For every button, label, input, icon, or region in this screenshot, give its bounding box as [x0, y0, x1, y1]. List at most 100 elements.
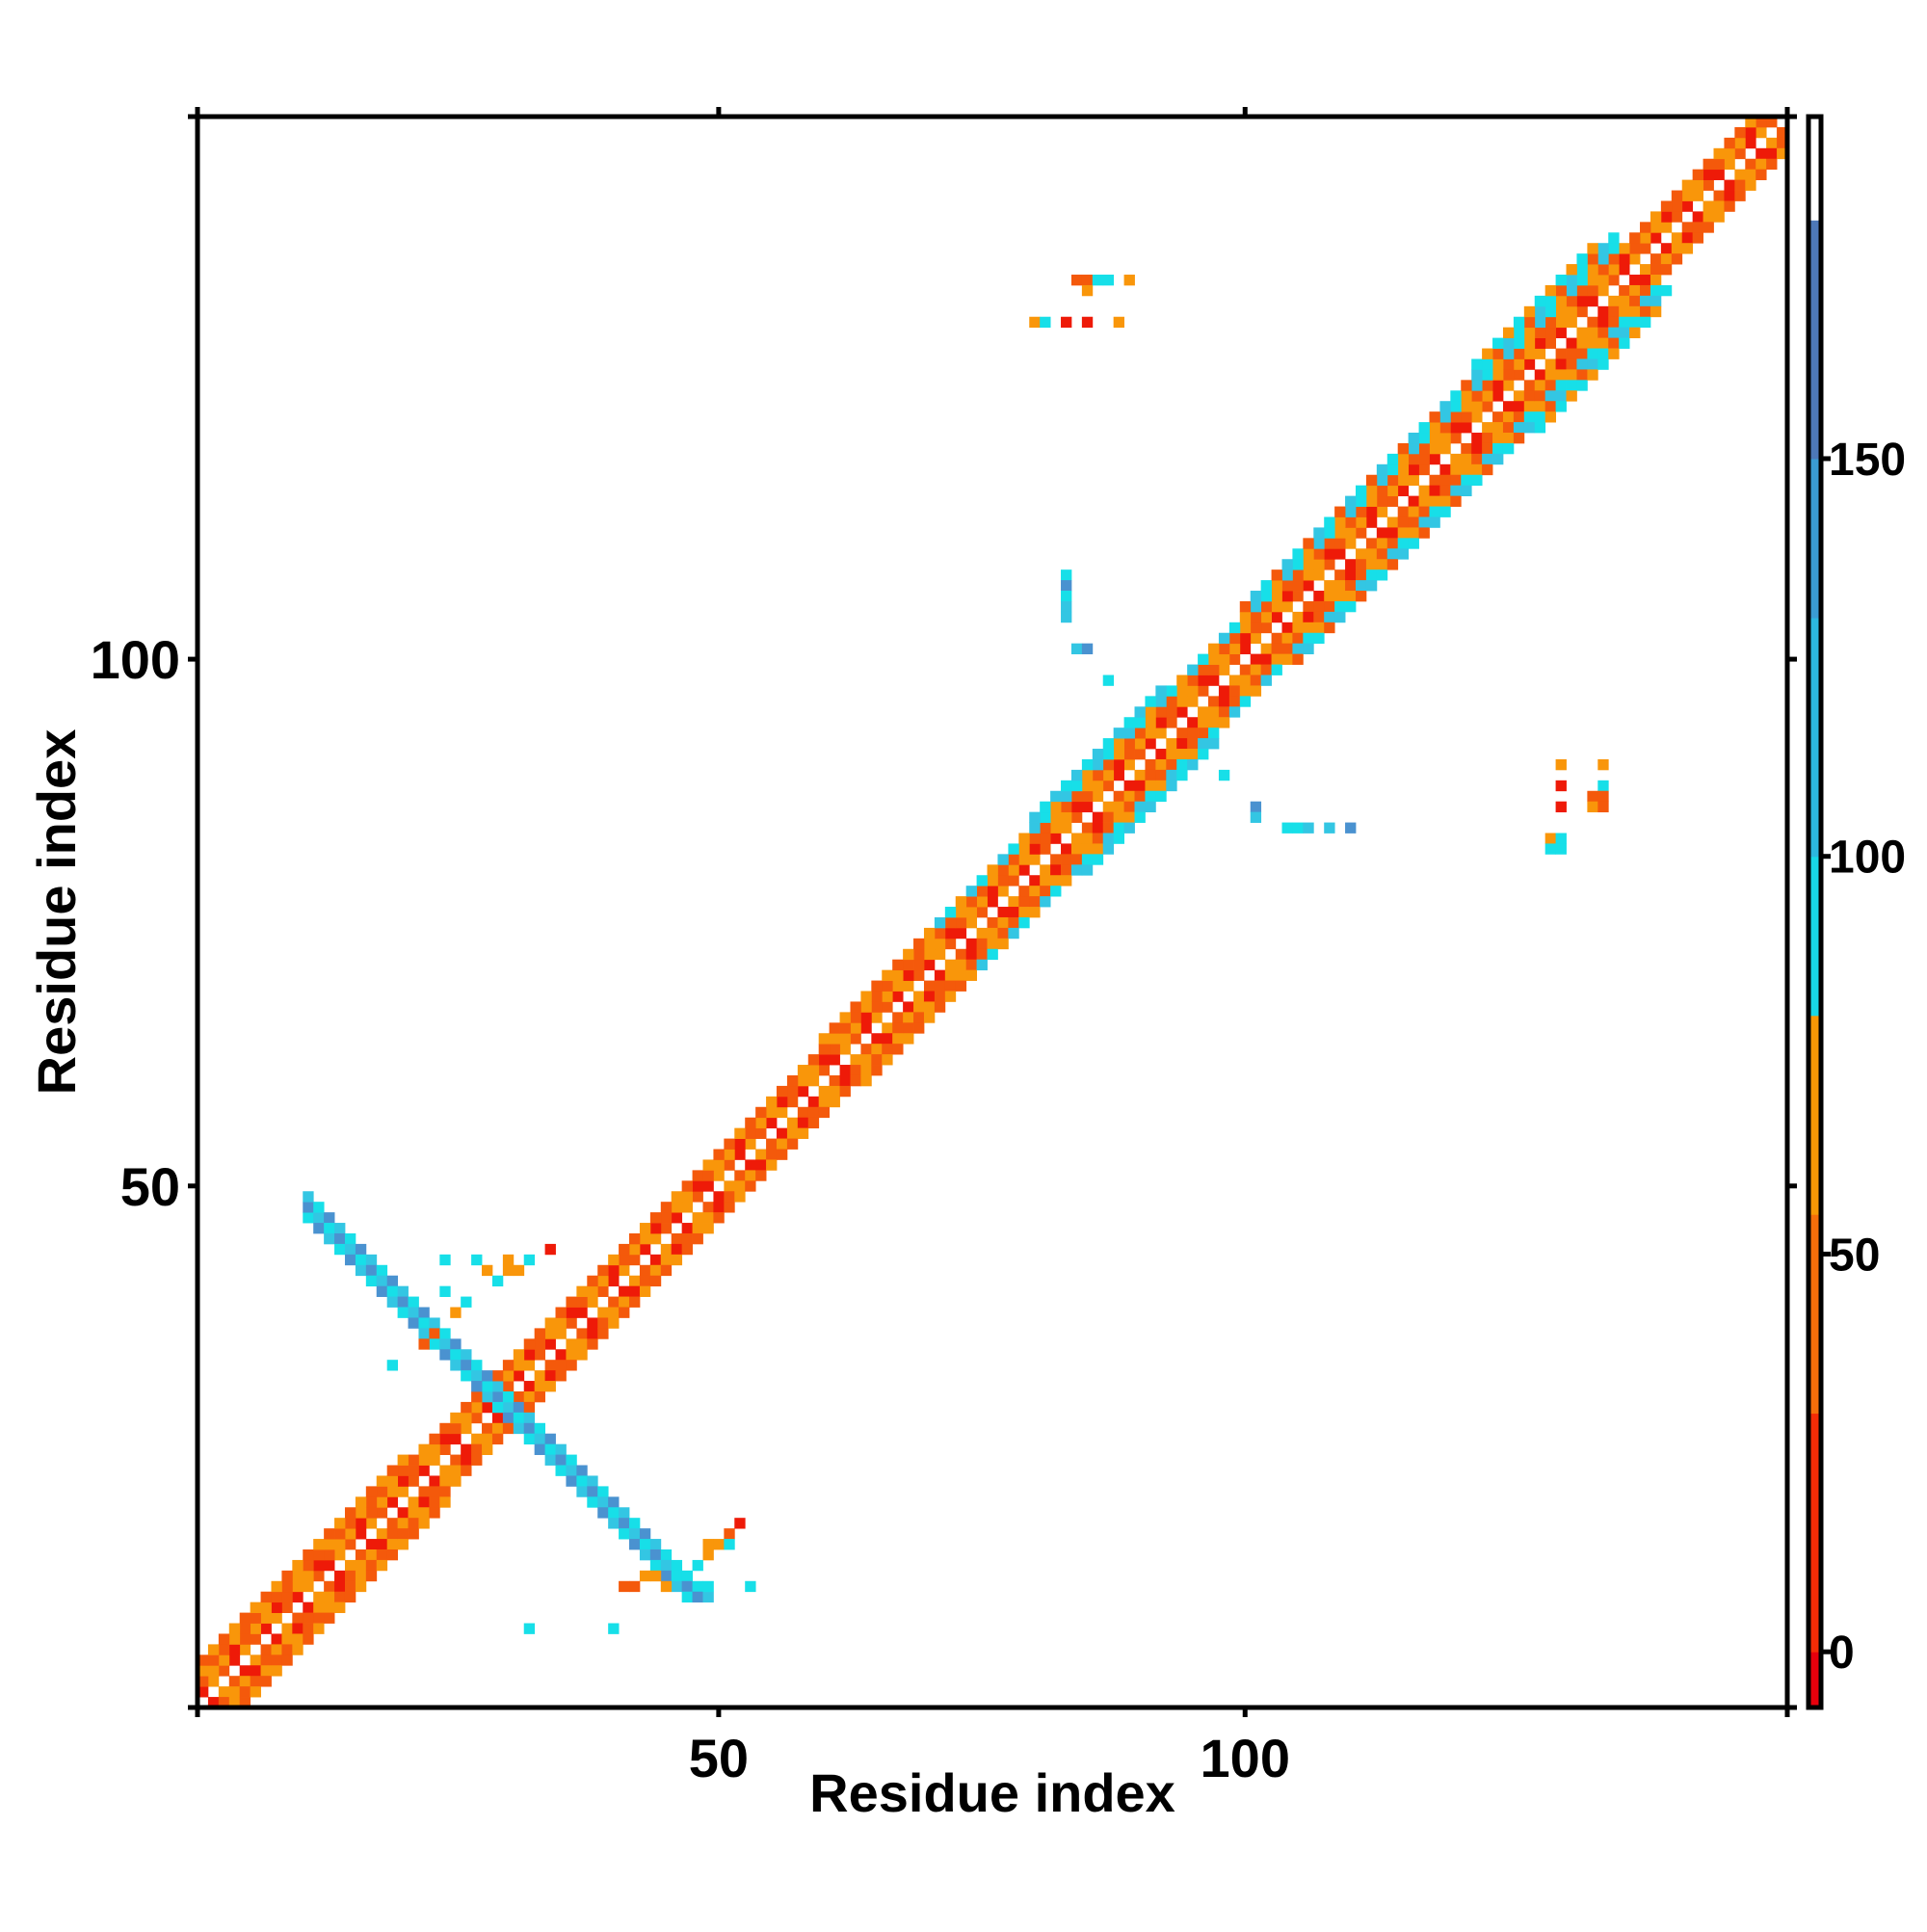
heatmap-cell — [1228, 622, 1241, 634]
heatmap-cell — [839, 1022, 851, 1034]
heatmap-cell — [965, 886, 978, 897]
heatmap-cell — [1313, 538, 1325, 549]
heatmap-cell — [629, 1580, 641, 1593]
heatmap-cell — [523, 1360, 536, 1371]
heatmap-cell — [839, 1044, 851, 1055]
heatmap-cell — [997, 875, 1009, 887]
heatmap-cell — [587, 1275, 598, 1287]
heatmap-cell — [660, 1570, 673, 1582]
heatmap-cell — [1250, 591, 1262, 602]
heatmap-cell — [1040, 843, 1051, 855]
heatmap-cell — [450, 1360, 462, 1371]
heatmap-cell — [1513, 401, 1525, 412]
heatmap-cell — [1397, 463, 1410, 476]
heatmap-cell — [1260, 580, 1272, 592]
heatmap-cell — [1228, 685, 1241, 697]
heatmap-cell — [376, 1548, 388, 1561]
heatmap-cell — [1502, 422, 1515, 434]
heatmap-cell — [1734, 137, 1746, 149]
heatmap-cell — [1724, 158, 1735, 171]
heatmap-cell — [1492, 433, 1504, 444]
heatmap-cell — [439, 1433, 451, 1445]
heatmap-cell — [1587, 264, 1598, 276]
heatmap-cell — [502, 1422, 515, 1435]
heatmap-cell — [1070, 780, 1083, 792]
heatmap-cell — [1092, 758, 1104, 771]
heatmap-cell — [1365, 516, 1378, 528]
heatmap-cell — [1313, 527, 1325, 539]
heatmap-cell — [660, 1254, 673, 1266]
heatmap-cell — [1313, 591, 1325, 602]
heatmap-cell — [681, 1232, 693, 1245]
heatmap-cell — [818, 1106, 831, 1119]
heatmap-cell — [1145, 780, 1156, 792]
heatmap-cell — [1629, 295, 1641, 307]
heatmap-cell — [544, 1381, 556, 1392]
heatmap-cell — [786, 1138, 799, 1150]
heatmap-cell — [955, 959, 967, 971]
heatmap-cell — [1292, 548, 1304, 560]
heatmap-cell — [1597, 316, 1609, 329]
heatmap-cell — [461, 1454, 472, 1466]
heatmap-cell — [1113, 811, 1124, 823]
heatmap-cell — [576, 1338, 588, 1350]
heatmap-cell — [1544, 284, 1557, 297]
heatmap-cell — [734, 1518, 746, 1529]
heatmap-cell — [576, 1328, 588, 1339]
heatmap-cell — [1198, 706, 1209, 718]
heatmap-cell — [1587, 348, 1598, 359]
heatmap-cell — [608, 1254, 620, 1266]
heatmap-cell — [797, 1065, 809, 1076]
heatmap-cell — [439, 1475, 451, 1487]
heatmap-cell — [1523, 390, 1536, 402]
heatmap-cell — [1155, 769, 1167, 781]
heatmap-cell — [745, 1580, 756, 1593]
heatmap-cell — [534, 1381, 545, 1392]
heatmap-cell — [702, 1212, 714, 1224]
heatmap-cell — [566, 1465, 577, 1476]
colorbar-band — [1808, 1652, 1821, 1708]
heatmap-cell — [292, 1580, 304, 1593]
heatmap-cell — [450, 1307, 462, 1318]
heatmap-cell — [555, 1328, 567, 1339]
heatmap-cell — [1523, 337, 1536, 349]
heatmap-cell — [629, 1285, 641, 1297]
heatmap-cell — [1566, 348, 1577, 359]
heatmap-cell — [250, 1654, 261, 1666]
heatmap-cell — [1092, 275, 1104, 286]
heatmap-cell — [1681, 222, 1694, 233]
heatmap-cell — [934, 938, 946, 950]
heatmap-cell — [1502, 380, 1515, 391]
heatmap-cell — [1660, 222, 1673, 233]
heatmap-cell — [271, 1612, 282, 1624]
heatmap-cell — [429, 1475, 440, 1487]
heatmap-cell — [281, 1654, 293, 1666]
heatmap-cell — [1355, 580, 1367, 592]
heatmap-cell — [313, 1591, 325, 1603]
heatmap-cell — [471, 1370, 483, 1382]
heatmap-cell — [397, 1486, 409, 1497]
heatmap-cell — [303, 1191, 314, 1203]
heatmap-cell — [1218, 696, 1230, 707]
heatmap-cell — [471, 1360, 483, 1371]
heatmap-cell — [1260, 675, 1272, 686]
heatmap-cell — [1081, 833, 1094, 844]
heatmap-cell — [271, 1644, 282, 1655]
heatmap-cell — [1608, 253, 1620, 265]
heatmap-cell — [1355, 569, 1367, 581]
heatmap-cell — [334, 1580, 346, 1593]
heatmap-cell — [882, 1022, 893, 1034]
heatmap-cell — [239, 1676, 251, 1687]
heatmap-cell — [281, 1623, 293, 1634]
heatmap-cell — [418, 1338, 430, 1350]
heatmap-cell — [1471, 411, 1483, 423]
heatmap-cell — [1355, 516, 1367, 528]
heatmap-cell — [1608, 337, 1620, 349]
heatmap-cell — [1555, 843, 1567, 855]
heatmap-cell — [1597, 284, 1609, 297]
colorbar-band — [1808, 856, 1821, 1017]
heatmap-cell — [228, 1686, 241, 1698]
heatmap-cell — [681, 1191, 693, 1203]
heatmap-cell — [702, 1539, 714, 1550]
heatmap-cell — [766, 1149, 778, 1160]
